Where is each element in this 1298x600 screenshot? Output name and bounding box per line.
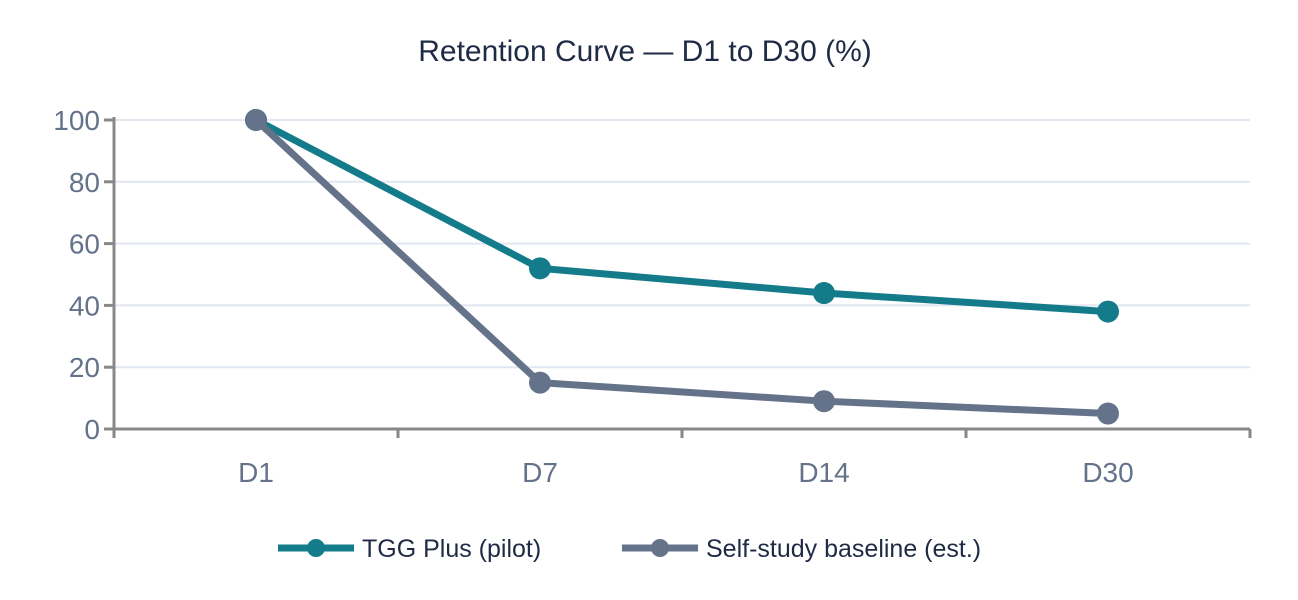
x-tick-label: D1	[238, 457, 274, 488]
x-tick-label: D14	[798, 457, 849, 488]
series-line	[253, 117, 1109, 418]
y-tick-label: 20	[69, 352, 100, 383]
data-point	[1097, 402, 1119, 425]
legend-item: TGG Plus (pilot)	[278, 535, 541, 563]
chart-title: Retention Curve — D1 to D30 (%)	[418, 35, 872, 68]
data-point	[1097, 300, 1119, 323]
data-point	[529, 371, 551, 394]
data-point	[813, 282, 835, 305]
legend-label: Self-study baseline (est.)	[706, 535, 981, 563]
series-line	[254, 116, 1109, 316]
legend-swatch-marker	[307, 539, 325, 557]
x-tick-label: D7	[522, 457, 558, 488]
y-tick-label: 80	[69, 167, 100, 198]
series-0	[245, 109, 1119, 323]
legend-label: TGG Plus (pilot)	[362, 535, 541, 563]
y-tick-label: 60	[69, 229, 100, 260]
data-point	[813, 390, 835, 413]
data-point	[529, 257, 551, 280]
legend-item: Self-study baseline (est.)	[622, 535, 981, 563]
data-point	[245, 109, 267, 131]
legend-swatch-marker	[651, 539, 669, 557]
series-1	[245, 109, 1119, 425]
x-tick-label: D30	[1082, 457, 1133, 488]
y-tick-label: 0	[84, 414, 100, 445]
y-tick-label: 100	[53, 105, 100, 136]
y-tick-label: 40	[69, 290, 100, 321]
